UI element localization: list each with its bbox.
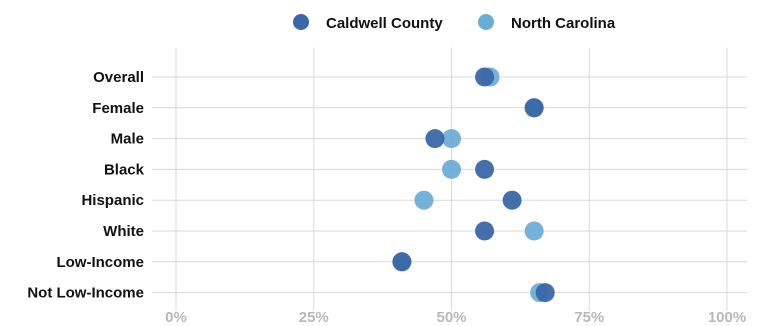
category-label-overall: Overall [93,69,144,86]
category-label-not-low-income: Not Low-Income [27,285,144,302]
point-north-carolina-white [524,221,544,241]
category-label-female: Female [92,100,144,117]
point-caldwell-county-female [524,98,544,118]
point-north-carolina-black [442,159,461,179]
x-tick-label: 100% [708,309,746,326]
point-caldwell-county-male [425,129,445,149]
category-label-white: White [103,223,144,240]
category-label-black: Black [104,161,145,178]
category-label-male: Male [111,131,144,148]
data-points [392,67,555,303]
category-label-hispanic: Hispanic [81,192,144,209]
legend-label-north-carolina: North Carolina [511,15,616,32]
point-north-carolina-hispanic [414,190,434,210]
x-axis-tick-labels: 0% 25% 50% 75% 100% [165,309,746,326]
category-label-low-income: Low-Income [56,254,144,271]
point-caldwell-county-low-income [392,252,412,272]
category-labels: Overall Female Male Black Hispanic White Low-I… [27,69,144,302]
x-tick-label: 0% [165,309,187,326]
point-caldwell-county-white [475,221,495,241]
point-north-carolina-male [442,129,461,149]
legend-marker-caldwell-county [293,14,309,30]
legend-label-caldwell-county: Caldwell County [326,15,443,32]
point-caldwell-county-hispanic [502,190,522,210]
x-tick-label: 50% [436,309,466,326]
legend: Caldwell County North Carolina [293,14,616,32]
legend-marker-north-carolina [478,14,494,30]
point-caldwell-county-overall [475,67,495,87]
grid [152,47,747,311]
point-caldwell-county-black [475,159,495,179]
x-tick-label: 25% [299,309,329,326]
x-tick-label: 75% [574,309,604,326]
point-caldwell-county-not-low-income [535,283,555,303]
